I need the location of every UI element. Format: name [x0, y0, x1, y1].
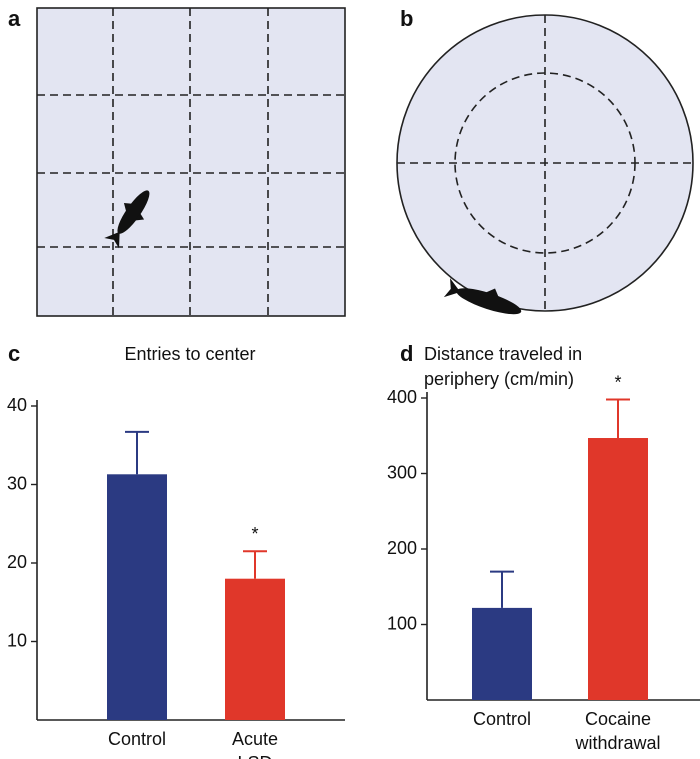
x-tick-label: Acute	[232, 729, 278, 749]
chart-title: Entries to center	[124, 344, 255, 364]
y-tick-label: 200	[387, 538, 417, 558]
bar	[588, 438, 648, 700]
x-tick-label: Control	[473, 709, 531, 729]
panel-label: a	[8, 6, 21, 31]
panel-label: b	[400, 6, 413, 31]
panel-label: d	[400, 341, 413, 366]
bar	[472, 607, 532, 700]
x-tick-label: Cocaine	[585, 709, 651, 729]
x-tick-label: LSD	[237, 753, 272, 759]
y-tick-label: 400	[387, 387, 417, 407]
significance-mark: *	[251, 524, 258, 544]
x-tick-label: withdrawal	[574, 733, 660, 753]
chart-title: Distance traveled in	[424, 344, 582, 364]
bar	[225, 578, 285, 720]
significance-mark: *	[614, 372, 621, 392]
y-tick-label: 100	[387, 613, 417, 633]
y-tick-label: 20	[7, 552, 27, 572]
y-tick-label: 10	[7, 630, 27, 650]
fish-icon	[443, 278, 522, 315]
chart-title: periphery (cm/min)	[424, 369, 574, 389]
panel-label: c	[8, 341, 20, 366]
y-tick-label: 300	[387, 462, 417, 482]
fish-icon	[104, 190, 150, 249]
bar	[107, 474, 167, 720]
x-tick-label: Control	[108, 729, 166, 749]
y-tick-label: 30	[7, 473, 27, 493]
square-arena	[36, 7, 346, 317]
y-tick-label: 40	[7, 395, 27, 415]
round-arena	[396, 14, 694, 315]
